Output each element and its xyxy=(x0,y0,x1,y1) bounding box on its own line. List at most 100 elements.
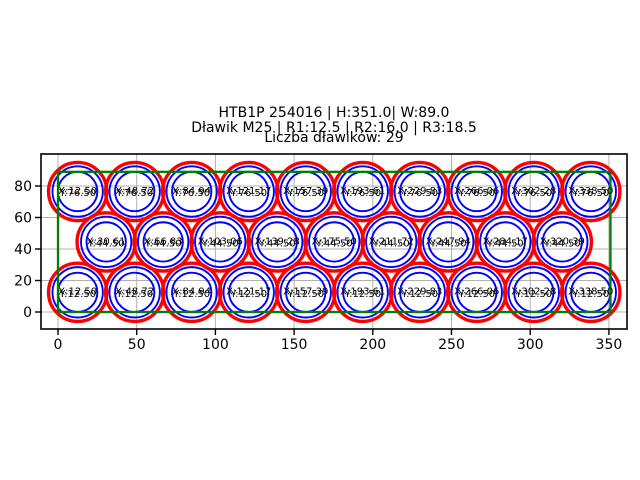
x-tick-label: 150 xyxy=(281,337,308,353)
gland-label-y: Y:44.50 xyxy=(258,239,296,250)
gland-label-y: Y:44.50 xyxy=(87,239,125,250)
gland-middle-circle xyxy=(308,215,361,269)
gland-middle-circle xyxy=(279,165,332,218)
gland-label-x: X:193.61 xyxy=(340,186,385,197)
gland-label-y: Y:76.50 xyxy=(286,188,324,199)
gland-label-y: Y:76.50 xyxy=(571,188,609,199)
gland-outer-circle xyxy=(559,160,622,223)
gland-label-y: Y:44.50 xyxy=(201,239,239,250)
gland-label-x: X:247.94 xyxy=(426,236,471,247)
gland-label-y: Y:12.50 xyxy=(457,289,495,300)
gland-middle-circle xyxy=(393,165,446,218)
gland-label-x: X:338.50 xyxy=(568,186,613,197)
gland-middle-circle xyxy=(51,165,104,218)
gland-label-y: Y:44.50 xyxy=(144,239,182,250)
gland-label-x: X:266.06 xyxy=(454,287,499,298)
gland-middle-circle xyxy=(80,215,133,269)
gland-label-x: X:302.28 xyxy=(511,287,556,298)
gland-middle-circle xyxy=(194,215,247,269)
gland-label-y: Y:12.50 xyxy=(400,289,438,300)
x-tick-label: 350 xyxy=(596,337,623,353)
gland-label-x: X:175.50 xyxy=(312,236,357,247)
gland-label-x: X:121.17 xyxy=(226,186,271,197)
gland-middle-circle xyxy=(108,165,161,218)
gland-middle-circle xyxy=(108,266,161,319)
gland-label-y: Y:12.50 xyxy=(172,289,210,300)
gland-label-x: X:30.61 xyxy=(87,236,126,247)
gland-middle-circle xyxy=(422,215,475,269)
gland-label-x: X:157.39 xyxy=(283,186,328,197)
gland-label-y: Y:76.50 xyxy=(172,188,210,199)
gland-inner-circle xyxy=(256,221,298,263)
x-tick-label: 300 xyxy=(517,337,544,353)
gland-middle-circle xyxy=(165,165,218,218)
y-tick-label: 60 xyxy=(14,211,32,227)
gland-inner-circle xyxy=(313,221,355,263)
gland-label-y: Y:12.50 xyxy=(343,289,381,300)
gland-inner-circle xyxy=(541,221,583,263)
gland-middle-circle xyxy=(507,165,560,218)
x-tick-label: 100 xyxy=(202,337,229,353)
gland-middle-circle xyxy=(564,266,617,319)
gland-label-x: X:48.72 xyxy=(115,287,154,298)
gland-label-y: Y:76.50 xyxy=(58,188,96,199)
plate-outline xyxy=(56,170,612,314)
gland-middle-circle xyxy=(222,165,275,218)
gland-label-x: X:103.06 xyxy=(198,236,243,247)
gland-label-y: Y:76.50 xyxy=(229,188,267,199)
gland-middle-circle xyxy=(393,266,446,319)
gland-label-y: Y:76.50 xyxy=(400,188,438,199)
gland-middle-circle xyxy=(279,266,332,319)
gland-label-y: Y:44.50 xyxy=(429,239,467,250)
gland-label-y: Y:76.50 xyxy=(343,188,381,199)
gland-inner-circle xyxy=(199,221,241,263)
gland-label-x: X:121.17 xyxy=(226,287,271,298)
gland-middle-circle xyxy=(479,215,532,269)
gland-inner-circle xyxy=(142,221,184,263)
y-tick-label: 40 xyxy=(14,242,32,258)
x-tick-label: 50 xyxy=(128,337,146,353)
gland-label-x: X:12.50 xyxy=(58,287,97,298)
x-tick-label: 250 xyxy=(438,337,465,353)
gland-label-x: X:302.28 xyxy=(511,186,556,197)
axes-frame xyxy=(40,153,628,330)
gland-outer-circle xyxy=(559,261,622,324)
gland-middle-circle xyxy=(251,215,304,269)
gland-middle-circle xyxy=(450,165,503,218)
gland-inner-circle xyxy=(427,221,469,263)
gland-middle-circle xyxy=(536,215,589,269)
x-tick-label: 0 xyxy=(54,337,63,353)
gland-middle-circle xyxy=(365,215,418,269)
gland-middle-circle xyxy=(222,266,275,319)
gland-label-x: X:157.39 xyxy=(283,287,328,298)
gland-middle-circle xyxy=(450,266,503,319)
chart-title-line-3: Liczba dławików: 29 xyxy=(264,130,404,146)
gland-outer-circle xyxy=(531,211,594,273)
gland-label-x: X:84.94 xyxy=(172,186,211,197)
chart-title-line-1: HTB1P 254016 | H:351.0| W:89.0 xyxy=(218,105,450,121)
gland-label-x: X:266.06 xyxy=(454,186,499,197)
gland-label-x: X:193.61 xyxy=(340,287,385,298)
gland-label-y: Y:44.50 xyxy=(486,239,524,250)
gland-label-x: X:284.17 xyxy=(483,236,528,247)
gland-label-x: X:12.50 xyxy=(58,186,97,197)
gland-label-x: X:338.50 xyxy=(568,287,613,298)
gland-label-y: Y:12.50 xyxy=(229,289,267,300)
gland-label-y: Y:76.50 xyxy=(115,188,153,199)
gland-label-x: X:229.83 xyxy=(397,287,442,298)
gland-label-x: X:66.83 xyxy=(144,236,183,247)
gland-inner-circle xyxy=(370,221,412,263)
gland-label-x: X:229.83 xyxy=(397,186,442,197)
gland-middle-circle xyxy=(51,266,104,319)
gland-middle-circle xyxy=(336,266,389,319)
x-tick-label: 200 xyxy=(359,337,386,353)
gland-label-x: X:211.72 xyxy=(369,236,414,247)
gland-label-y: Y:12.50 xyxy=(286,289,324,300)
gland-label-y: Y:12.50 xyxy=(115,289,153,300)
chart-title-line-2: Dławik M25 | R1:12.5 | R2:16.0 | R3:18.5 xyxy=(191,120,477,136)
gland-middle-circle xyxy=(336,165,389,218)
gland-inner-circle xyxy=(484,221,526,263)
gland-label-x: X:84.94 xyxy=(172,287,211,298)
